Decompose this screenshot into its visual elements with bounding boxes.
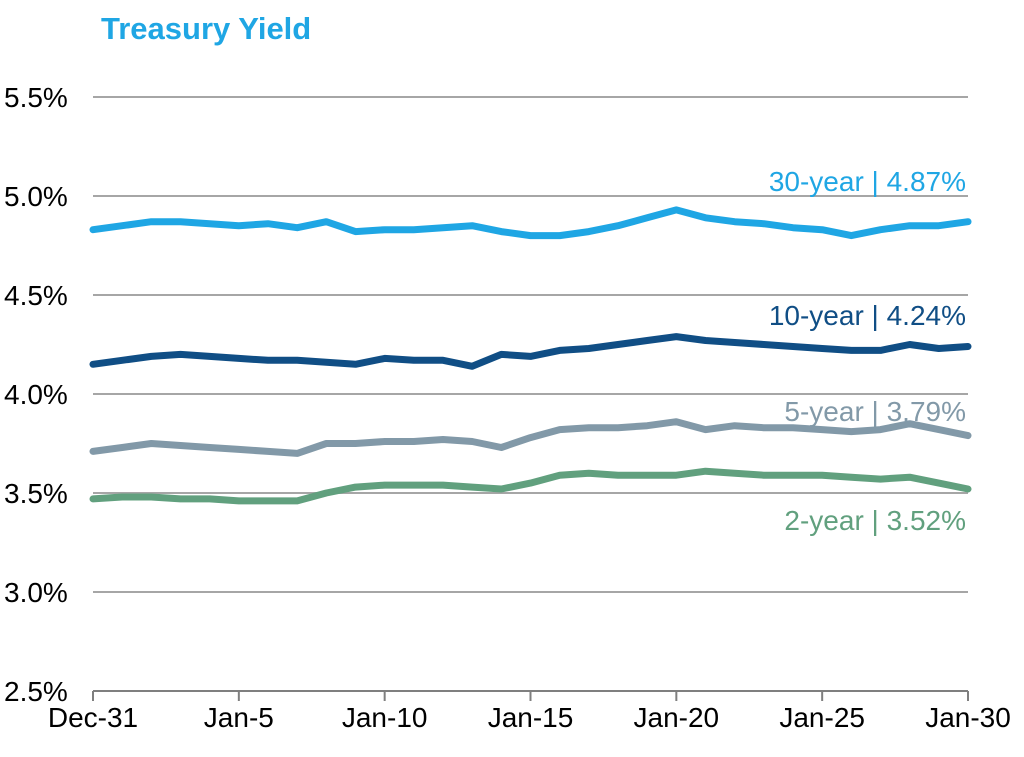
series-label-10-year: 10-year | 4.24% xyxy=(769,300,966,331)
series-label-30-year: 30-year | 4.87% xyxy=(769,166,966,197)
x-axis-tick-label: Jan-20 xyxy=(634,702,720,733)
y-axis-tick-label: 5.5% xyxy=(4,82,68,113)
y-axis-tick-label: 2.5% xyxy=(4,676,68,707)
x-axis-tick-label: Jan-15 xyxy=(488,702,574,733)
series-line-2-year xyxy=(89,467,972,505)
series-line-5-year xyxy=(89,418,972,457)
series-label-2-year: 2-year | 3.52% xyxy=(784,505,966,536)
y-axis-tick-label: 3.0% xyxy=(4,577,68,608)
x-axis-tick-label: Jan-30 xyxy=(925,702,1011,733)
y-axis-tick-label: 3.5% xyxy=(4,478,68,509)
x-axis-tick-label: Jan-25 xyxy=(779,702,865,733)
series-label-5-year: 5-year | 3.79% xyxy=(784,396,966,427)
series-line-10-year xyxy=(89,333,972,370)
x-axis-tick-label: Jan-5 xyxy=(204,702,274,733)
y-axis-tick-label: 5.0% xyxy=(4,181,68,212)
x-axis-tick-label: Dec-31 xyxy=(48,702,138,733)
chart-title: Treasury Yield xyxy=(101,11,312,46)
y-axis-tick-label: 4.5% xyxy=(4,280,68,311)
series-line-30-year xyxy=(89,206,972,240)
y-axis-tick-label: 4.0% xyxy=(4,379,68,410)
x-axis-tick-label: Jan-10 xyxy=(342,702,428,733)
